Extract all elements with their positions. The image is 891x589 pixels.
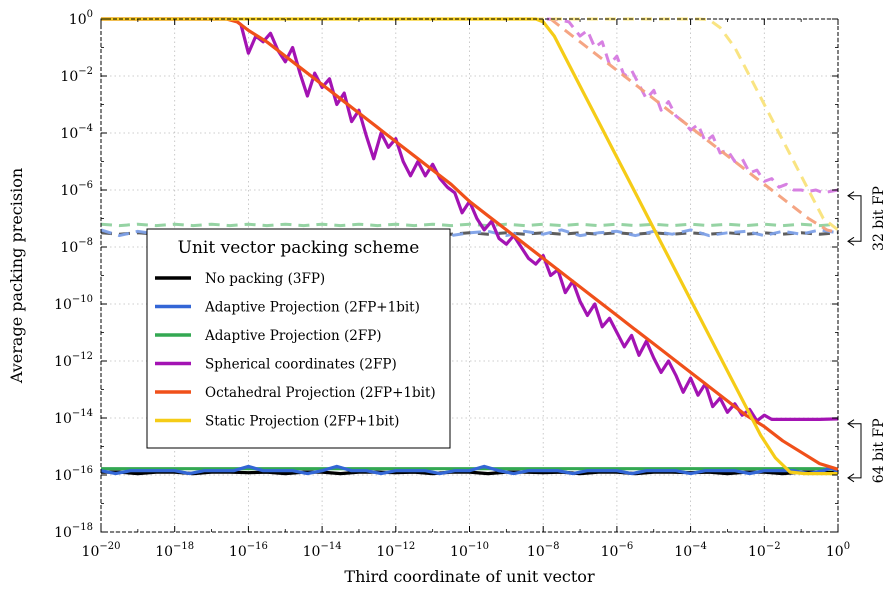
range-bracket: [849, 424, 861, 478]
range-bracket: [849, 196, 861, 242]
legend-entry-label: No packing (3FP): [205, 271, 325, 287]
legend-entry-label: Adaptive Projection (2FP): [204, 328, 382, 344]
series-line-nopack64: [101, 472, 838, 474]
x-tick-label: 10−6: [601, 541, 634, 560]
x-axis-label: Third coordinate of unit vector: [344, 567, 595, 586]
y-tick-label: 10−10: [54, 294, 93, 313]
x-tick-label: 10−12: [376, 541, 415, 560]
legend-entry-label: Spherical coordinates (2FP): [205, 357, 397, 373]
x-tick-label: 10−20: [82, 541, 121, 560]
x-tick-label: 10−10: [450, 541, 489, 560]
y-tick-label: 10−6: [60, 180, 93, 199]
x-tick-label: 10−16: [229, 541, 268, 560]
y-tick-label: 100: [69, 9, 93, 28]
y-tick-label: 10−12: [54, 351, 93, 370]
y-axis-label: Average packing precision: [7, 168, 26, 384]
legend-entry-label: Adaptive Projection (2FP+1bit): [204, 300, 420, 316]
legend-title: Unit vector packing scheme: [178, 238, 420, 258]
series-line-green32: [101, 224, 838, 225]
precision-annotation-label: 64 bit FP: [871, 418, 887, 483]
precision-annotations: 32 bit FP 64 bit FP: [848, 186, 887, 483]
x-tick-label: 10−8: [527, 541, 560, 560]
y-tick-label: 10−16: [54, 465, 93, 484]
x-tick-label: 100: [826, 541, 850, 560]
x-tick-label: 10−2: [748, 541, 781, 560]
y-tick-label: 10−2: [60, 66, 93, 85]
precision-annotation-label: 32 bit FP: [871, 186, 887, 251]
y-tick-label: 10−14: [54, 408, 93, 427]
y-tick-label: 10−18: [54, 522, 93, 541]
x-tick-label: 10−14: [303, 541, 342, 560]
y-tick-label: 10−8: [60, 237, 93, 256]
legend: Unit vector packing scheme No packing (3…: [147, 229, 450, 448]
legend-entry-label: Static Projection (2FP+1bit): [205, 414, 399, 430]
legend-entry-label: Octahedral Projection (2FP+1bit): [205, 385, 436, 401]
x-tick-label: 10−4: [674, 541, 707, 560]
y-tick-label: 10−4: [60, 123, 93, 142]
x-tick-label: 10−18: [155, 541, 194, 560]
